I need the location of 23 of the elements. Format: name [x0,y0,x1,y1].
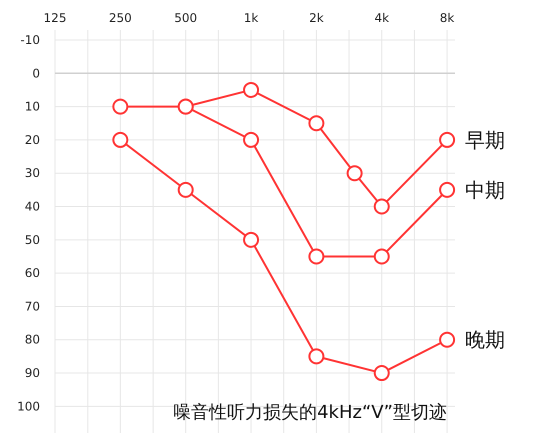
x-tick-label: 500 [174,11,198,25]
y-tick-label: 90 [24,366,40,380]
y-tick-label: 100 [17,399,40,414]
y-tick-label: 40 [24,200,40,214]
x-tick-label: 125 [44,11,66,25]
x-tick-label: 4k [374,11,390,25]
x-tick-label: 250 [108,11,132,25]
x-tick-label: 8k [440,11,454,25]
series-label: 早期 [465,128,506,152]
y-tick-label: 70 [24,299,40,314]
y-tick-label: 10 [24,100,40,114]
y-tick-label: 30 [24,166,40,180]
y-tick-label: 60 [24,266,40,280]
y-tick-label: 0 [32,66,40,80]
y-tick-label: 50 [24,232,40,247]
x-tick-label: 2k [309,11,324,25]
y-tick-label: -10 [20,32,40,47]
series-label: 中期 [465,178,506,202]
x-tick-label: 1k [244,11,258,25]
y-tick-label: 80 [24,332,40,347]
annotation: 噪音性听力损失的4kHz“V”型切迹 [173,402,447,423]
y-tick-label: 20 [24,132,40,147]
series-label: 晚期 [465,328,506,352]
